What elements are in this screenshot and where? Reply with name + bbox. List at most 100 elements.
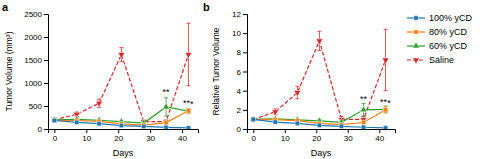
x-tick: 20	[114, 129, 123, 143]
series	[51, 23, 192, 125]
chart: 01020304005001000150020002500DaysTumor V…	[0, 0, 500, 159]
y-tick-label: 500	[29, 102, 43, 111]
y-tick: 4	[237, 87, 247, 96]
x-tick-label: 20	[312, 134, 321, 143]
x-tick-label: 40	[375, 134, 384, 143]
x-tick-mark	[348, 129, 349, 133]
y-tick: 500	[29, 102, 48, 111]
y-tick: 2500	[24, 10, 48, 19]
x-tick-label: 0	[252, 134, 257, 143]
x-tick: 0	[252, 129, 257, 143]
error-bar	[164, 121, 168, 124]
point	[251, 117, 255, 121]
point	[164, 120, 168, 124]
series-line	[253, 41, 385, 120]
y-tick: 6	[237, 68, 247, 77]
x-tick-label: 20	[114, 134, 123, 143]
x-tick: 30	[146, 129, 155, 143]
x-tick-label: 40	[178, 134, 187, 143]
legend-item: 60% yCD	[407, 41, 468, 51]
y-tick: 10	[232, 29, 247, 38]
panel-label: a	[2, 1, 9, 13]
x-tick: 30	[344, 129, 353, 143]
point	[251, 117, 255, 121]
x-axis-line	[248, 130, 396, 134]
y-tick-mark	[243, 14, 247, 15]
y-tick: 0	[38, 125, 48, 134]
y-tick-label: 8	[237, 48, 242, 57]
legend: 100% yCD80% yCD60% yCDSaline	[407, 13, 473, 65]
y-tick-mark	[243, 129, 247, 130]
series-line	[54, 54, 188, 121]
legend-item: 80% yCD	[407, 27, 468, 37]
legend-swatch-marker	[413, 58, 420, 64]
point	[163, 103, 170, 109]
y-tick-label: 2	[237, 106, 242, 115]
y-tick-label: 10	[232, 29, 241, 38]
y-tick-label: 0	[38, 125, 43, 134]
point	[186, 109, 190, 113]
y-tick-mark	[243, 52, 247, 53]
point	[164, 125, 168, 129]
point	[294, 91, 301, 97]
y-tick: 0	[237, 125, 247, 134]
plot-area	[51, 23, 192, 129]
series	[251, 117, 388, 129]
x-tick: 40	[375, 129, 384, 143]
y-tick-mark	[243, 110, 247, 111]
y-tick: 8	[237, 48, 247, 57]
plot-area	[250, 29, 389, 129]
annotation: **	[360, 94, 368, 104]
point	[119, 123, 123, 127]
y-axis-title: Relative Tumor Volume	[211, 27, 221, 115]
point	[51, 118, 58, 124]
error-bar	[251, 118, 255, 121]
x-axis-title: Days	[113, 148, 134, 158]
x-tick-mark	[253, 129, 254, 133]
x-tick: 40	[178, 129, 187, 143]
legend-item: Saline	[407, 55, 454, 65]
series	[251, 107, 388, 127]
x-tick-mark	[285, 129, 286, 133]
y-tick-mark	[243, 91, 247, 92]
series	[51, 98, 192, 125]
point	[142, 124, 146, 128]
y-tick: 1500	[24, 56, 48, 65]
legend-swatch-marker	[413, 42, 420, 48]
point	[317, 123, 321, 127]
y-tick-mark	[243, 72, 247, 73]
y-tick-label: 1000	[24, 79, 42, 88]
x-tick: 0	[53, 129, 58, 143]
point	[118, 53, 125, 59]
x-tick-label: 30	[146, 134, 155, 143]
point	[382, 58, 389, 64]
y-tick-mark	[44, 60, 48, 61]
point	[383, 108, 387, 112]
x-tick: 10	[82, 129, 91, 143]
annotation: *	[387, 98, 391, 108]
y-tick-label: 12	[232, 10, 241, 19]
y-tick: 12	[232, 10, 247, 19]
series-line	[253, 110, 385, 125]
point	[163, 120, 170, 126]
point	[74, 120, 78, 124]
x-tick-label: 10	[281, 134, 290, 143]
point	[52, 118, 56, 122]
y-tick-label: 0	[237, 125, 242, 134]
point	[360, 106, 367, 112]
annotation: **	[163, 87, 171, 97]
y-tick-label: 2500	[24, 10, 42, 19]
error-bar	[186, 109, 190, 114]
x-tick-mark	[118, 129, 119, 133]
x-tick-label: 0	[53, 134, 58, 143]
y-tick: 1000	[24, 79, 48, 88]
x-tick-mark	[150, 129, 151, 133]
legend-label: 80% yCD	[429, 27, 468, 37]
series	[52, 109, 191, 128]
legend-label: Saline	[429, 55, 454, 65]
y-tick-mark	[44, 83, 48, 84]
series	[250, 29, 389, 123]
point	[186, 126, 190, 129]
y-tick-mark	[44, 106, 48, 107]
y-axis-line	[243, 15, 248, 130]
